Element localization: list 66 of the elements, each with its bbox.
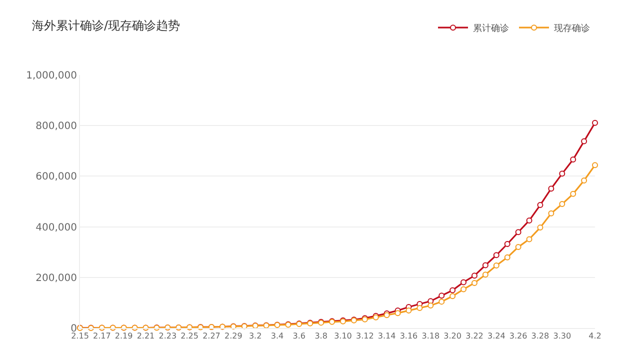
- point: [559, 170, 566, 177]
- point: [526, 236, 532, 242]
- x-tick-label: 3.2: [248, 332, 262, 341]
- point: [416, 305, 423, 312]
- point: [450, 293, 456, 300]
- legend-label: 现存确诊: [554, 23, 590, 34]
- point: [570, 190, 576, 197]
- point: [559, 201, 566, 208]
- point: [428, 302, 434, 308]
- point: [515, 229, 522, 236]
- x-tick-label: 3.8: [314, 332, 328, 341]
- x-tick-label: 2.23: [158, 332, 177, 341]
- chart-title: 海外累计确诊/现存确诊趋势: [32, 18, 180, 32]
- y-tick-label: 1,000,000: [26, 70, 77, 82]
- y-tick-label: 800,000: [36, 121, 77, 132]
- y-tick-label: 400,000: [36, 222, 77, 234]
- x-tick-label: 2.25: [180, 332, 198, 341]
- point: [504, 241, 510, 247]
- point: [460, 286, 467, 292]
- x-tick-label: 2.15: [71, 332, 89, 341]
- x-tick-label: 3.16: [400, 332, 418, 341]
- point: [592, 162, 598, 168]
- x-tick-label: 3.10: [334, 332, 352, 341]
- y-tick-label: 200,000: [36, 272, 77, 284]
- x-tick-label: 3.12: [356, 332, 374, 341]
- point: [460, 279, 467, 286]
- point: [504, 254, 510, 260]
- point: [406, 308, 412, 314]
- x-tick-label: 2.19: [114, 332, 133, 341]
- point: [548, 186, 554, 192]
- x-tick-label: 3.22: [466, 332, 484, 341]
- point: [537, 202, 544, 208]
- legend-label: 累计确诊: [473, 23, 509, 34]
- point: [471, 280, 478, 286]
- point: [581, 138, 588, 144]
- x-tick-label: 3.20: [444, 332, 462, 341]
- point: [471, 272, 478, 279]
- x-tick-label: 2.21: [136, 332, 155, 341]
- point: [493, 252, 500, 258]
- x-tick-label: 3.24: [487, 332, 506, 341]
- x-tick-label: 2.29: [224, 332, 242, 341]
- x-tick-label: 3.14: [378, 332, 396, 341]
- point: [482, 262, 488, 268]
- x-tick-label: 3.18: [422, 332, 440, 341]
- point: [581, 178, 588, 184]
- point: [526, 217, 532, 224]
- y-tick-label: 600,000: [36, 172, 77, 183]
- x-tick-label: 3.30: [553, 332, 572, 341]
- point: [493, 262, 500, 269]
- x-tick-label: 3.4: [270, 332, 284, 341]
- point: [515, 244, 522, 250]
- point: [438, 298, 445, 305]
- point: [438, 292, 445, 299]
- x-tick-label: 2.17: [93, 332, 111, 341]
- point: [537, 224, 544, 231]
- x-tick-label: 3.6: [292, 332, 306, 341]
- point: [450, 287, 456, 294]
- x-tick-label: 2.27: [202, 332, 220, 341]
- point: [570, 156, 576, 162]
- x-tick-label: 4.2: [588, 332, 602, 341]
- point: [592, 120, 598, 126]
- point: [482, 272, 488, 278]
- x-tick-label: 3.26: [509, 332, 528, 341]
- point: [394, 310, 401, 316]
- x-tick-label: 3.28: [531, 332, 550, 341]
- point: [548, 210, 554, 216]
